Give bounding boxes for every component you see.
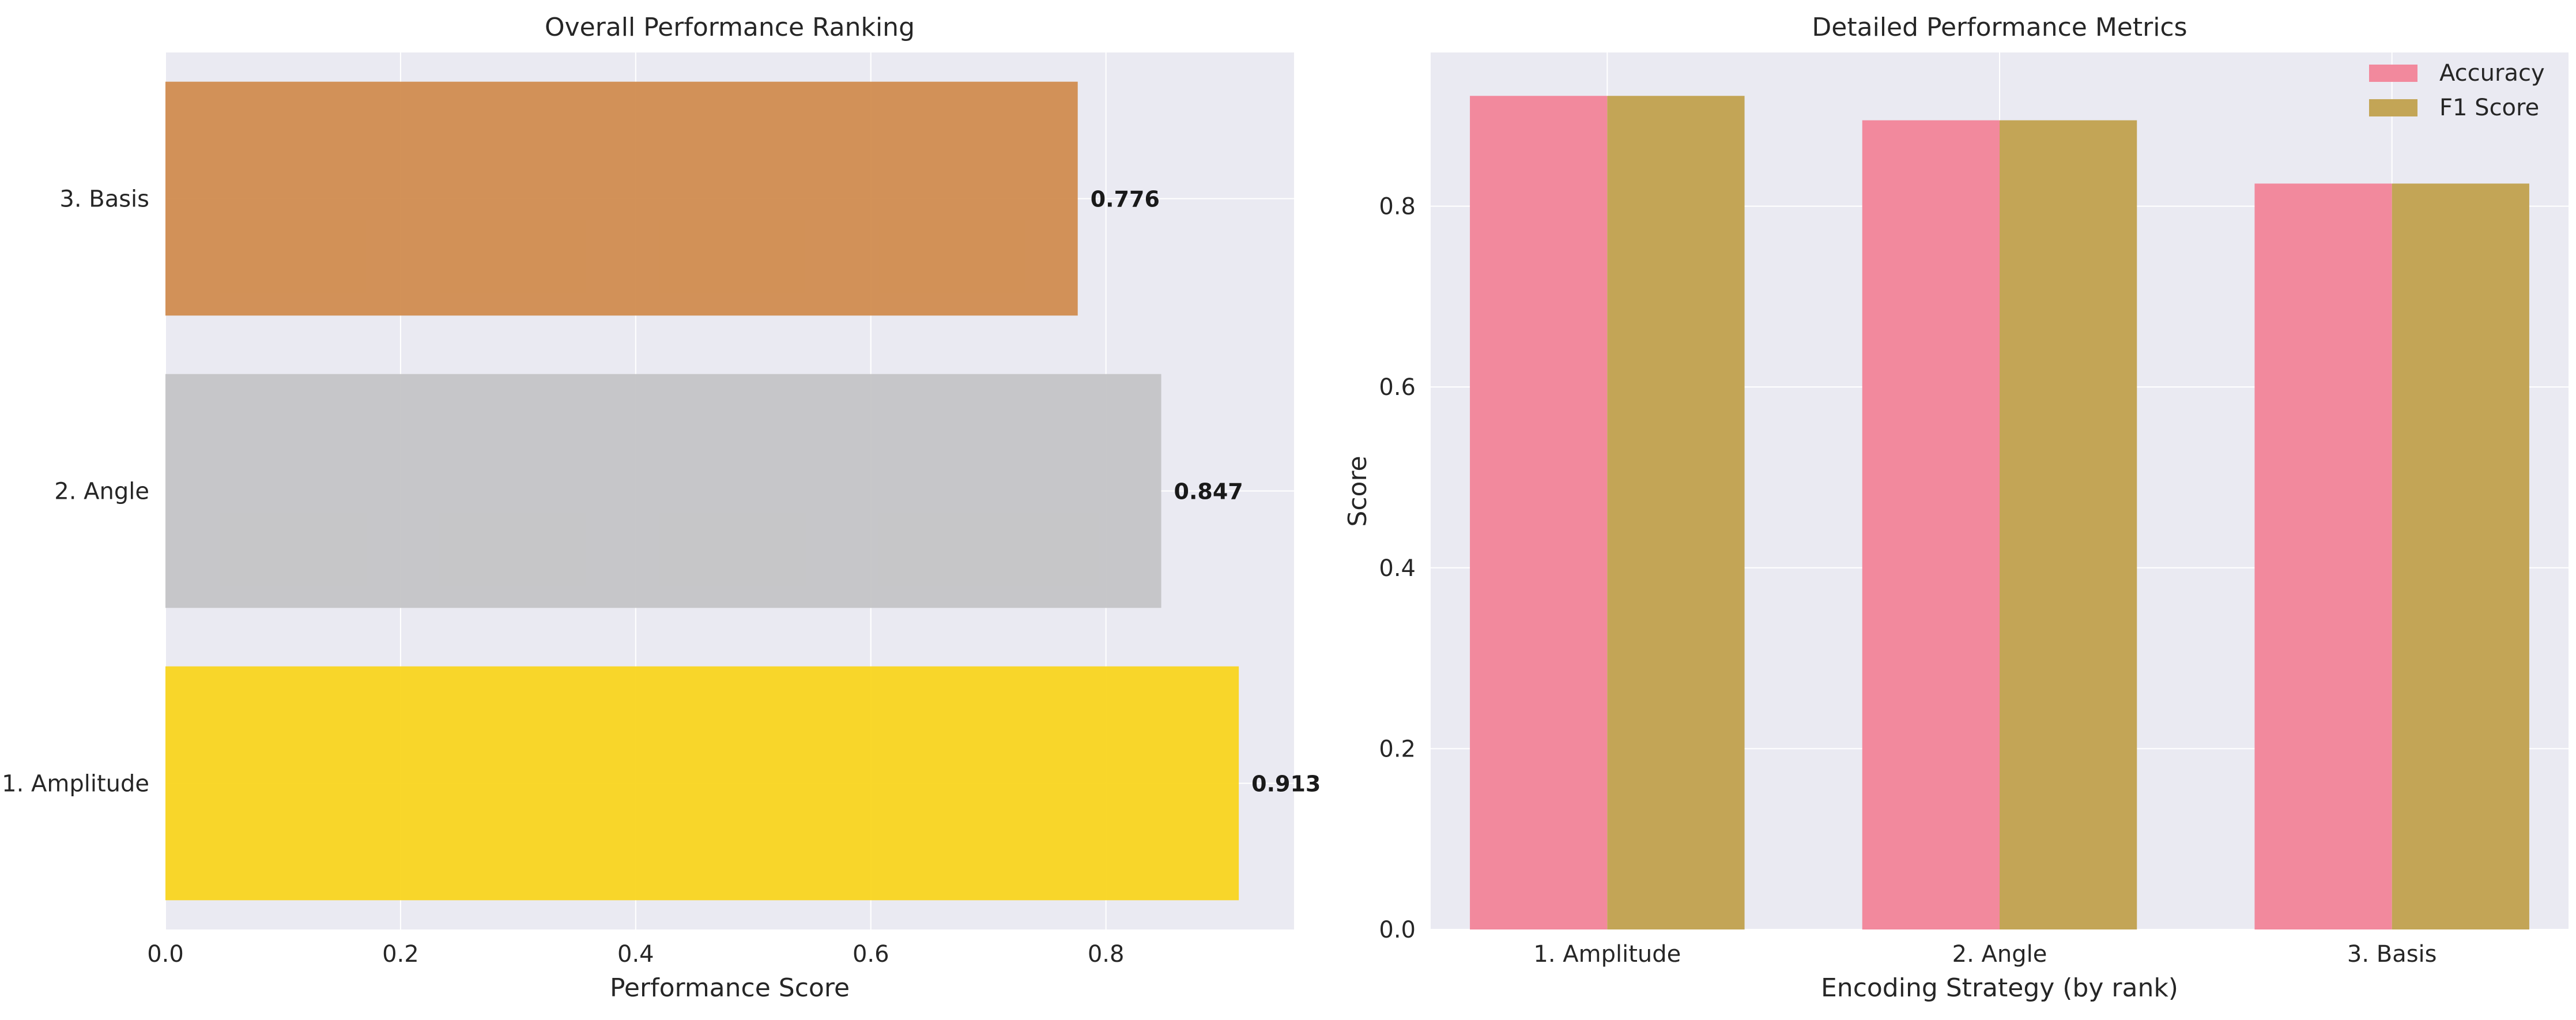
metrics-y-tick-label: 0.4 — [1379, 555, 1416, 582]
ranking-value-label: 0.913 — [1251, 771, 1321, 797]
accuracy-bar — [1862, 120, 2000, 930]
ranking-bars — [165, 81, 1239, 901]
ranking-bar — [165, 81, 1078, 316]
legend-label-accuracy: Accuracy — [2439, 60, 2545, 86]
ranking-value-label: 0.776 — [1091, 187, 1160, 212]
ranking-x-axis-label: Performance Score — [610, 973, 850, 1003]
metrics-category-labels: 1. Amplitude 2. Angle 3. Basis — [1533, 941, 2437, 968]
metrics-chart: 0.0 0.2 0.4 0.6 0.8 1. Amplitude 2. Angle 3. B… — [1343, 13, 2569, 1003]
metrics-y-tick-labels: 0.0 0.2 0.4 0.6 0.8 — [1379, 194, 1416, 943]
ranking-x-tick-labels: 0.0 0.2 0.4 0.6 0.8 — [147, 941, 1124, 968]
metrics-chart-title: Detailed Performance Metrics — [1812, 13, 2187, 42]
metrics-legend: Accuracy F1 Score — [2369, 60, 2545, 121]
ranking-category-label: 1. Amplitude — [2, 771, 149, 797]
ranking-chart: 0.913 0.847 0.776 1. Amplitude 2. Angle 3. B… — [2, 13, 1321, 1003]
f1-score-bar — [1607, 96, 1745, 929]
metrics-y-axis-label: Score — [1343, 456, 1372, 526]
ranking-category-labels: 1. Amplitude 2. Angle 3. Basis — [2, 186, 149, 797]
legend-swatch-accuracy — [2369, 65, 2417, 82]
metrics-y-tick-label: 0.0 — [1379, 917, 1416, 943]
metrics-y-tick-label: 0.2 — [1379, 736, 1416, 762]
ranking-x-tick-label: 0.2 — [382, 941, 419, 968]
ranking-value-labels: 0.913 0.847 0.776 — [1091, 187, 1321, 797]
legend-swatch-f1-score — [2369, 99, 2417, 116]
metrics-y-tick-label: 0.6 — [1379, 374, 1416, 401]
ranking-bar — [165, 666, 1239, 901]
ranking-chart-title: Overall Performance Ranking — [545, 13, 915, 42]
ranking-value-label: 0.847 — [1174, 479, 1243, 505]
metrics-category-label: 3. Basis — [2347, 941, 2437, 968]
metrics-category-label: 2. Angle — [1952, 941, 2047, 968]
accuracy-bar — [2254, 183, 2392, 929]
metrics-y-tick-label: 0.8 — [1379, 194, 1416, 220]
legend-label-f1-score: F1 Score — [2439, 95, 2539, 121]
ranking-bar — [165, 374, 1161, 608]
ranking-category-label: 2. Angle — [54, 479, 149, 505]
f1-score-bar — [2000, 120, 2137, 930]
accuracy-bar — [1470, 96, 1608, 929]
ranking-x-tick-label: 0.6 — [853, 941, 889, 968]
f1-score-bar — [2392, 183, 2529, 929]
ranking-x-tick-label: 0.8 — [1088, 941, 1125, 968]
metrics-bars — [1470, 96, 2529, 930]
ranking-x-tick-label: 0.4 — [617, 941, 654, 968]
ranking-category-label: 3. Basis — [59, 186, 149, 213]
metrics-x-axis-label: Encoding Strategy (by rank) — [1821, 973, 2178, 1003]
ranking-x-tick-label: 0.0 — [147, 941, 184, 968]
metrics-category-label: 1. Amplitude — [1533, 941, 1681, 968]
